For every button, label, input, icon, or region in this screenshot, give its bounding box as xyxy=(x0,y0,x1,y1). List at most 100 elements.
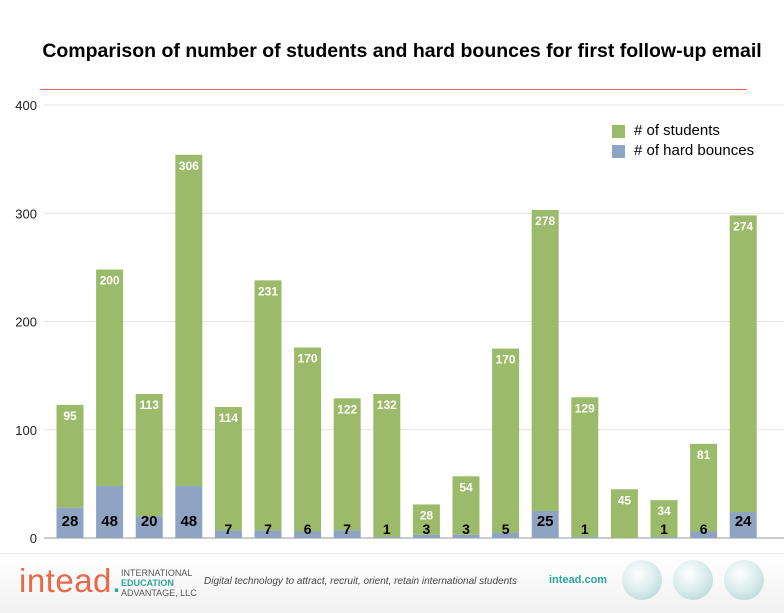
bar-students xyxy=(333,398,361,531)
bar-hard-bounces xyxy=(294,531,322,538)
data-label-students: 129 xyxy=(575,401,595,415)
data-label-hard-bounces: 3 xyxy=(462,521,470,537)
data-label-hard-bounces: 48 xyxy=(101,513,118,530)
bar-students xyxy=(650,500,678,537)
logo-line-3: ADVANTAGE, LLC xyxy=(121,588,197,598)
bar-hard-bounces xyxy=(729,512,757,538)
globe-icon xyxy=(622,560,662,600)
data-label-students: 28 xyxy=(420,508,434,522)
data-label-hard-bounces: 6 xyxy=(304,521,312,537)
bar-hard-bounces xyxy=(492,532,520,538)
y-axis-ticks: 0 100 200 300 400 xyxy=(15,98,37,546)
bar-hard-bounces xyxy=(452,534,480,538)
bar-students xyxy=(492,348,520,533)
footer-bar: intead. INTERNATIONAL EDUCATION ADVANTAG… xyxy=(0,553,784,613)
data-label-students: 34 xyxy=(657,504,671,518)
logo-line-1: INTERNATIONAL xyxy=(121,568,193,578)
data-label-hard-bounces: 48 xyxy=(180,513,197,530)
y-tick-label: 0 xyxy=(30,531,37,546)
logo-line-2: EDUCATION xyxy=(121,578,174,588)
y-tick-label: 200 xyxy=(15,315,37,330)
bar-students xyxy=(254,280,282,531)
bar-hard-bounces xyxy=(412,534,440,538)
data-label-students: 54 xyxy=(459,480,473,494)
bar-students xyxy=(135,394,163,517)
bar-hard-bounces xyxy=(690,531,718,538)
legend-swatch-hard-bounces xyxy=(612,144,625,158)
bar-students xyxy=(452,476,480,535)
data-label-hard-bounces: 20 xyxy=(141,513,158,530)
data-label-hard-bounces: 24 xyxy=(735,513,752,530)
data-label-hard-bounces: 7 xyxy=(225,521,233,537)
data-label-students: 200 xyxy=(100,274,120,288)
data-label-hard-bounces: 28 xyxy=(62,513,79,530)
bar-students xyxy=(294,347,322,532)
title-divider xyxy=(40,89,747,90)
data-label-students: 231 xyxy=(258,284,278,298)
bars xyxy=(56,154,757,538)
data-label-students: 132 xyxy=(377,398,397,412)
bar-hard-bounces xyxy=(214,530,242,538)
bar-students xyxy=(412,504,440,535)
logo-wordmark: intead xyxy=(19,562,112,599)
bar-hard-bounces xyxy=(373,536,401,538)
legend-label-hard-bounces: # of hard bounces xyxy=(634,142,755,159)
bar-students xyxy=(214,407,242,531)
bar-students xyxy=(175,154,203,487)
data-label-students: 95 xyxy=(63,409,77,423)
globe-icon xyxy=(724,560,764,600)
bar-hard-bounces xyxy=(531,510,559,538)
bar-hard-bounces xyxy=(254,530,282,538)
legend-item-students: # of students xyxy=(612,121,754,141)
legend-item-hard-bounces: # of hard bounces xyxy=(612,141,754,161)
bar-hard-bounces xyxy=(333,530,361,538)
logo-subtitle: INTERNATIONAL EDUCATION ADVANTAGE, LLC xyxy=(121,568,197,598)
data-label-hard-bounces: 25 xyxy=(537,513,554,530)
bar-hard-bounces xyxy=(571,536,599,538)
y-tick-label: 100 xyxy=(15,423,37,438)
bar-students xyxy=(56,404,84,508)
logo-dot-icon: . xyxy=(111,562,122,599)
data-label-hard-bounces: 1 xyxy=(383,521,391,537)
data-label-students: 278 xyxy=(535,214,555,228)
bar-hard-bounces xyxy=(175,486,203,538)
data-label-hard-bounces: 7 xyxy=(343,521,351,537)
data-label-students: 306 xyxy=(179,159,199,173)
globe-icon xyxy=(673,560,713,600)
data-label-hard-bounces: 1 xyxy=(660,521,668,537)
bar-hard-bounces xyxy=(135,516,163,538)
data-label-hard-bounces: 7 xyxy=(264,521,272,537)
intead-logo[interactable]: intead. xyxy=(19,562,122,600)
bar-students xyxy=(729,215,757,513)
data-label-students: 170 xyxy=(496,353,516,367)
bar-students xyxy=(531,210,559,511)
y-tick-label: 400 xyxy=(15,98,37,113)
data-label-hard-bounces: 6 xyxy=(700,521,708,537)
data-label-students: 113 xyxy=(140,398,160,412)
bar-students xyxy=(610,489,638,538)
bar-hard-bounces xyxy=(56,507,84,538)
footer-site-link[interactable]: intead.com xyxy=(549,574,608,586)
data-label-students: 274 xyxy=(733,219,753,233)
legend-label-students: # of students xyxy=(634,122,720,139)
bar-students xyxy=(373,394,401,537)
bar-students xyxy=(96,269,124,487)
data-label-students: 122 xyxy=(337,402,357,416)
legend: # of students # of hard bounces xyxy=(612,121,754,161)
data-label-students: 170 xyxy=(298,351,318,365)
legend-swatch-students xyxy=(612,124,625,138)
y-tick-label: 300 xyxy=(15,206,37,221)
bar-students xyxy=(571,397,599,537)
data-label-students: 114 xyxy=(219,411,239,425)
data-label-students: 81 xyxy=(697,448,711,462)
data-label-hard-bounces: 1 xyxy=(581,521,589,537)
bar-hard-bounces xyxy=(650,536,678,538)
bar-hard-bounces xyxy=(96,486,124,538)
bar-students xyxy=(690,443,718,532)
data-label-hard-bounces: 5 xyxy=(502,521,510,537)
chart-title: Comparison of number of students and har… xyxy=(42,40,762,62)
data-labels: 9528200481132030648114723171706122713212… xyxy=(62,159,754,537)
footer-tagline: Digital technology to attract, recruit, … xyxy=(204,576,517,587)
data-label-hard-bounces: 3 xyxy=(423,521,431,537)
